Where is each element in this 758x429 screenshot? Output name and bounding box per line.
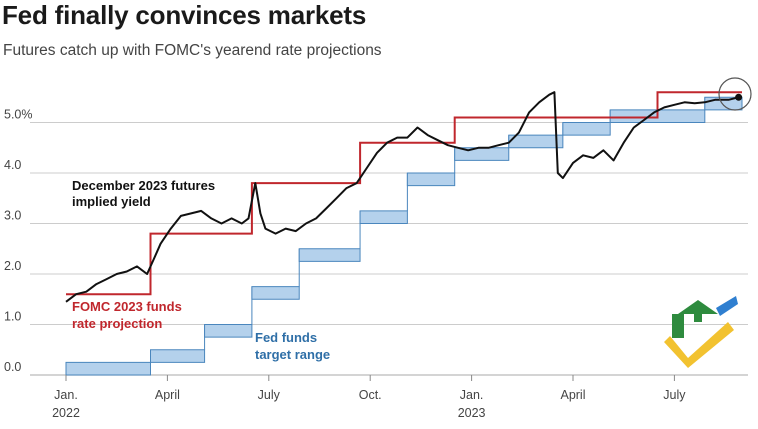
- annotation-futures-line2: implied yield: [72, 194, 151, 209]
- latest-value-highlight-circle: [718, 77, 752, 111]
- annotations: December 2023 futures implied yield FOMC…: [72, 178, 330, 362]
- target-range-step-1: [150, 349, 206, 363]
- annotation-futures-line1: December 2023 futures: [72, 178, 215, 193]
- y-tick-label-1: 1.0: [4, 310, 21, 324]
- chart-title: Fed finally convinces markets: [2, 0, 367, 30]
- projection-line: [66, 91, 742, 296]
- target-range-step-3: [251, 286, 300, 300]
- x-tick-label-5: April: [560, 388, 585, 402]
- annotation-projection-line2: rate projection: [72, 316, 162, 331]
- annotation-target-line2: target range: [255, 347, 330, 362]
- target-range-step-2: [204, 324, 253, 338]
- y-tick-label-3: 3.0: [4, 209, 21, 223]
- gridlines: [30, 122, 748, 376]
- x-tick-sublabel-0: 2022: [52, 406, 80, 420]
- y-axis-labels: 0.0 1.0 2.0 3.0 4.0 5.0%: [4, 108, 33, 375]
- chart-subtitle: Futures catch up with FOMC's yearend rat…: [3, 42, 382, 59]
- x-tick-label-3: Oct.: [359, 388, 382, 402]
- y-tick-label-2: 2.0: [4, 259, 21, 273]
- target-range-step-5: [359, 210, 408, 224]
- latest-value-dot: [735, 93, 743, 101]
- target-range-step-0: [65, 361, 151, 376]
- target-range-step-8: [508, 134, 564, 149]
- fed-funds-target-band: [65, 96, 743, 376]
- target-range-step-4: [298, 248, 361, 262]
- x-tick-label-0: Jan.: [54, 388, 78, 402]
- x-tick-label-4: Jan.: [460, 388, 484, 402]
- target-range-step-6: [406, 172, 456, 187]
- x-tick-label-6: July: [663, 388, 686, 402]
- fomc-projection-series: [66, 91, 742, 296]
- x-axis: Jan. 2022 April July Oct. Jan. 2023 April July: [52, 375, 686, 420]
- x-tick-label-1: April: [155, 388, 180, 402]
- watermark-logo: [664, 296, 738, 368]
- futures-line: [65, 91, 739, 303]
- y-tick-label-4: 4.0: [4, 158, 21, 172]
- y-tick-label-5: 5.0%: [4, 108, 33, 122]
- annotation-projection-line1: FOMC 2023 funds: [72, 299, 182, 314]
- y-tick-label-0: 0.0: [4, 360, 21, 374]
- annotation-target-line1: Fed funds: [255, 330, 317, 345]
- futures-yield-series: [65, 91, 739, 303]
- x-tick-sublabel-4: 2023: [458, 406, 486, 420]
- target-range-step-9: [562, 122, 611, 136]
- x-tick-label-2: July: [258, 388, 281, 402]
